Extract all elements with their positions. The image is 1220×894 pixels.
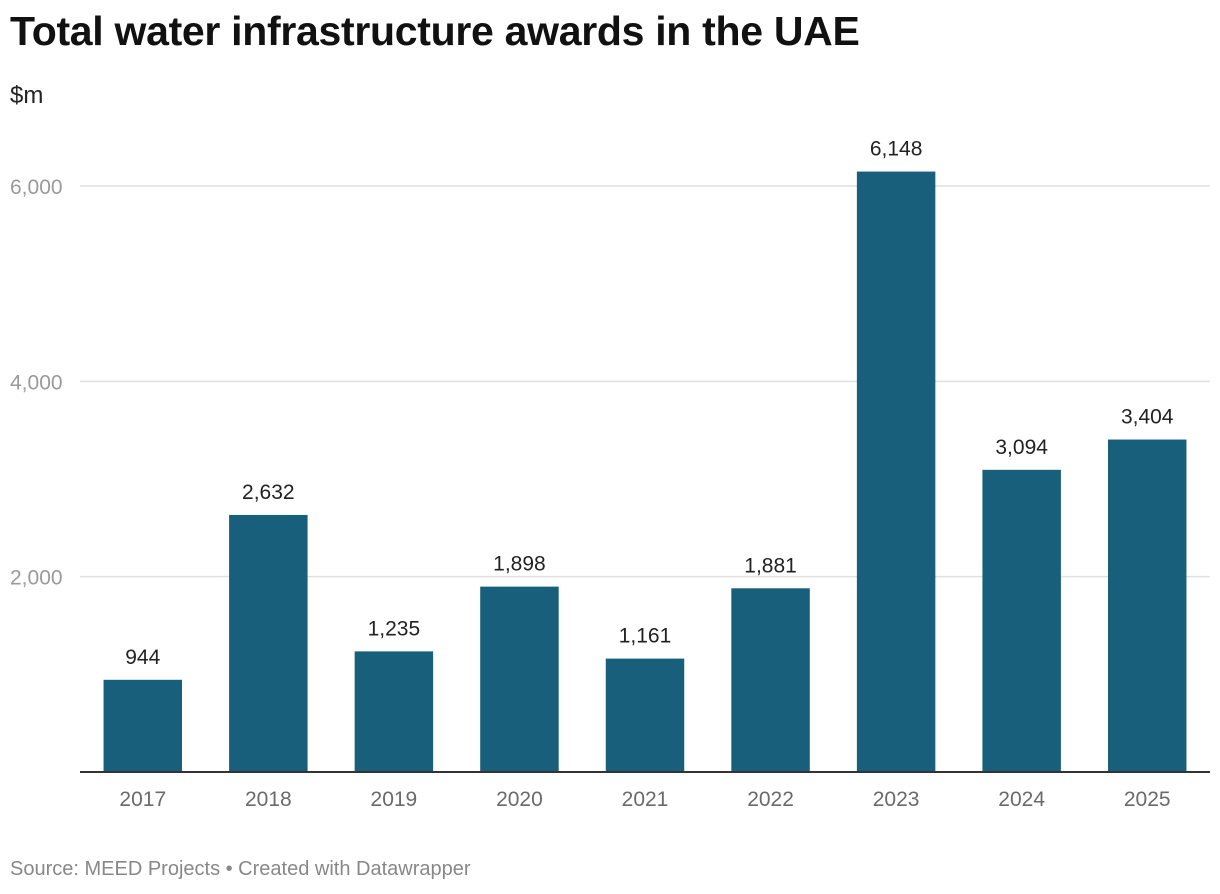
source-footer: Source: MEED Projects • Created with Dat… bbox=[10, 858, 471, 880]
bar-2017 bbox=[103, 679, 183, 772]
data-labels: 944 2,632 1,235 1,898 1,161 1,881 6,148 3,094 3,… bbox=[125, 138, 1174, 669]
x-tick-label-2024: 2024 bbox=[998, 788, 1045, 811]
data-label-2017: 944 bbox=[125, 646, 160, 669]
bar-2024 bbox=[982, 469, 1061, 772]
data-label-2024: 3,094 bbox=[995, 436, 1048, 459]
y-tick-label: 6,000 bbox=[10, 176, 63, 199]
y-tick-label: 4,000 bbox=[10, 371, 63, 394]
x-tick-label-2023: 2023 bbox=[873, 788, 920, 811]
data-label-2025: 3,404 bbox=[1121, 406, 1174, 429]
y-tick-label: 2,000 bbox=[10, 567, 63, 590]
bar-2022 bbox=[731, 588, 810, 772]
x-tick-label-2019: 2019 bbox=[371, 788, 418, 811]
y-axis-unit-label: $m bbox=[10, 82, 44, 109]
bar-2023 bbox=[856, 171, 936, 772]
chart-title: Total water infrastructure awards in the… bbox=[10, 8, 860, 54]
x-tick-label-2025: 2025 bbox=[1124, 788, 1171, 811]
x-tick-label-2018: 2018 bbox=[245, 788, 292, 811]
bars bbox=[103, 171, 1187, 772]
data-label-2018: 2,632 bbox=[242, 481, 295, 504]
bar-chart: 2,000 4,000 6,000 944 2,632 1,235 1,898 1,161 1… bbox=[10, 138, 1210, 811]
data-label-2019: 1,235 bbox=[368, 617, 421, 640]
x-tick-label-2020: 2020 bbox=[496, 788, 543, 811]
bar-2019 bbox=[354, 651, 434, 772]
bar-2020 bbox=[480, 586, 559, 772]
data-label-2022: 1,881 bbox=[744, 554, 797, 577]
x-tick-label-2021: 2021 bbox=[622, 788, 669, 811]
data-label-2023: 6,148 bbox=[870, 138, 923, 161]
bar-2021 bbox=[605, 658, 685, 772]
bar-2025 bbox=[1107, 439, 1187, 772]
data-label-2021: 1,161 bbox=[619, 625, 672, 648]
y-axis-ticks: 2,000 4,000 6,000 bbox=[10, 176, 63, 590]
data-label-2020: 1,898 bbox=[493, 553, 546, 576]
x-axis-ticks: 2017 2018 2019 2020 2021 2022 2023 2024 2025 bbox=[119, 788, 1170, 811]
x-tick-label-2022: 2022 bbox=[747, 788, 794, 811]
x-tick-label-2017: 2017 bbox=[119, 788, 166, 811]
bar-2018 bbox=[229, 514, 308, 772]
